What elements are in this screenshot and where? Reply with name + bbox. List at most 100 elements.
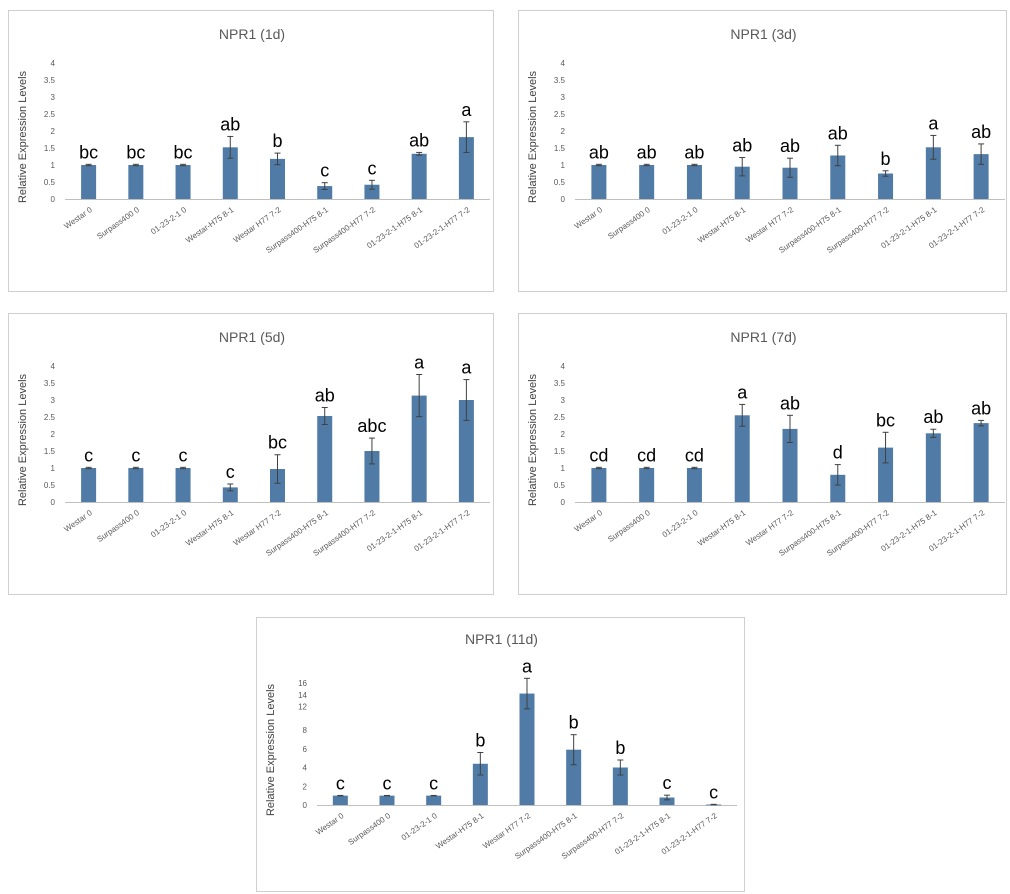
y-tick-label: 2.5 (44, 413, 56, 422)
significance-label: c (336, 773, 345, 793)
significance-label: ab (971, 398, 991, 418)
bar (878, 447, 894, 502)
x-category-label: Westar-H75 8-1 (696, 508, 748, 548)
chart-title: NPR1 (1d) (219, 26, 285, 42)
bar (270, 469, 285, 502)
bar (364, 451, 380, 502)
y-tick-label: 2.5 (44, 110, 56, 119)
bar (81, 468, 97, 502)
significance-label: ab (732, 136, 752, 156)
x-category-label: Westar 0 (62, 508, 94, 534)
y-tick-label: 3 (561, 396, 566, 405)
bar (925, 433, 941, 502)
significance-label: abc (357, 416, 386, 436)
y-axis-label: Relative Expression Levels (265, 683, 277, 816)
y-tick-label: 0.5 (44, 481, 56, 490)
y-tick-label: 0 (303, 801, 308, 810)
significance-label: a (461, 358, 472, 378)
x-category-label: Westar 0 (573, 205, 605, 231)
bar (472, 763, 488, 805)
y-tick-label: 12 (298, 703, 307, 712)
y-tick-label: 1 (51, 161, 56, 170)
chart-title: NPR1 (7d) (730, 329, 796, 345)
significance-label: ab (684, 142, 704, 162)
significance-label: a (414, 353, 425, 373)
y-tick-label: 3 (51, 93, 56, 102)
chart-svg: NPR1 (3d) Relative Expression Levels 0 0.5 1… (527, 26, 1005, 255)
x-category-label: Westar 0 (573, 508, 605, 534)
significance-label: c (367, 158, 376, 178)
chart-panel-npr1-11d: NPR1 (11d) Relative Expression Levels 0 2 4 6… (256, 617, 745, 892)
bar (411, 395, 427, 502)
significance-label: c (383, 773, 392, 793)
bar (222, 487, 238, 502)
bar (639, 468, 655, 502)
significance-label: ab (315, 385, 335, 405)
significance-label: c (320, 161, 329, 181)
x-category-label: Westar-H75 8-1 (184, 508, 236, 548)
significance-label: ab (780, 393, 800, 413)
y-axis-label: Relative Expression Levels (17, 373, 29, 506)
bar (458, 400, 474, 502)
bar (81, 165, 97, 199)
significance-label: b (615, 738, 625, 758)
x-category-label: Westar-H75 8-1 (696, 205, 748, 245)
y-tick-label: 0 (51, 195, 56, 204)
significance-label: b (475, 731, 485, 751)
bar (317, 415, 333, 502)
x-category-label: Surpass400 0 (95, 508, 141, 544)
significance-label: b (881, 149, 891, 169)
y-tick-label: 4 (303, 764, 308, 773)
x-category-label: 01-23-2-1 0 (661, 508, 700, 539)
y-axis-label: Relative Expression Levels (527, 373, 539, 506)
chart-svg: NPR1 (5d) Relative Expression Levels 0 0.5 1… (17, 329, 490, 558)
y-tick-label: 8 (303, 726, 308, 735)
significance-label: b (569, 713, 579, 733)
x-category-label: 01-23-2-1 0 (149, 205, 188, 236)
x-category-label: Westar-H75 8-1 (434, 811, 486, 851)
significance-label: bc (79, 142, 98, 162)
x-category-label: Westar-H75 8-1 (184, 205, 236, 245)
y-tick-label: 3 (561, 93, 566, 102)
bar (639, 165, 655, 199)
significance-label: cd (685, 445, 704, 465)
significance-label: cd (589, 445, 608, 465)
y-tick-label: 1.5 (554, 144, 566, 153)
y-tick-label: 1.5 (554, 447, 566, 456)
bar (591, 468, 607, 502)
y-tick-label: 14 (298, 691, 307, 700)
significance-label: ab (589, 142, 609, 162)
x-category-label: Westar 0 (314, 811, 346, 837)
y-tick-label: 2.5 (554, 110, 566, 119)
significance-label: bc (268, 433, 287, 453)
y-tick-label: 2.5 (554, 413, 566, 422)
x-category-label: Surpass400 0 (347, 811, 393, 847)
chart-panel-npr1-3d: NPR1 (3d) Relative Expression Levels 0 0.5 1… (518, 10, 1007, 292)
x-category-label: Westar H77 7-2 (744, 205, 795, 245)
y-tick-label: 1 (561, 161, 566, 170)
x-category-label: 01-23-2-1 0 (400, 811, 439, 842)
y-axis-label: Relative Expression Levels (17, 70, 29, 203)
y-tick-label: 0 (51, 498, 56, 507)
bar (973, 423, 989, 502)
significance-label: a (522, 656, 533, 676)
chart-panel-npr1-1d: NPR1 (1d) Relative Expression Levels 0 0.5 1… (8, 10, 494, 292)
significance-label: d (833, 443, 843, 463)
significance-label: c (179, 445, 188, 465)
bar (878, 173, 894, 199)
x-category-label: 01-23-2-1 0 (661, 205, 700, 236)
bar (782, 167, 798, 199)
significance-label: bc (174, 142, 193, 162)
bar (686, 468, 702, 502)
y-tick-label: 3.5 (44, 76, 56, 85)
bar (566, 749, 582, 805)
y-tick-label: 3 (51, 396, 56, 405)
y-tick-label: 0 (561, 195, 566, 204)
significance-label: c (131, 445, 140, 465)
x-category-label: 01-23-2-1 0 (149, 508, 188, 539)
significance-label: c (226, 462, 235, 482)
x-category-label: Surpass400 0 (606, 508, 652, 544)
bar (364, 184, 380, 199)
y-tick-label: 2 (561, 127, 566, 136)
y-tick-label: 2 (303, 782, 308, 791)
